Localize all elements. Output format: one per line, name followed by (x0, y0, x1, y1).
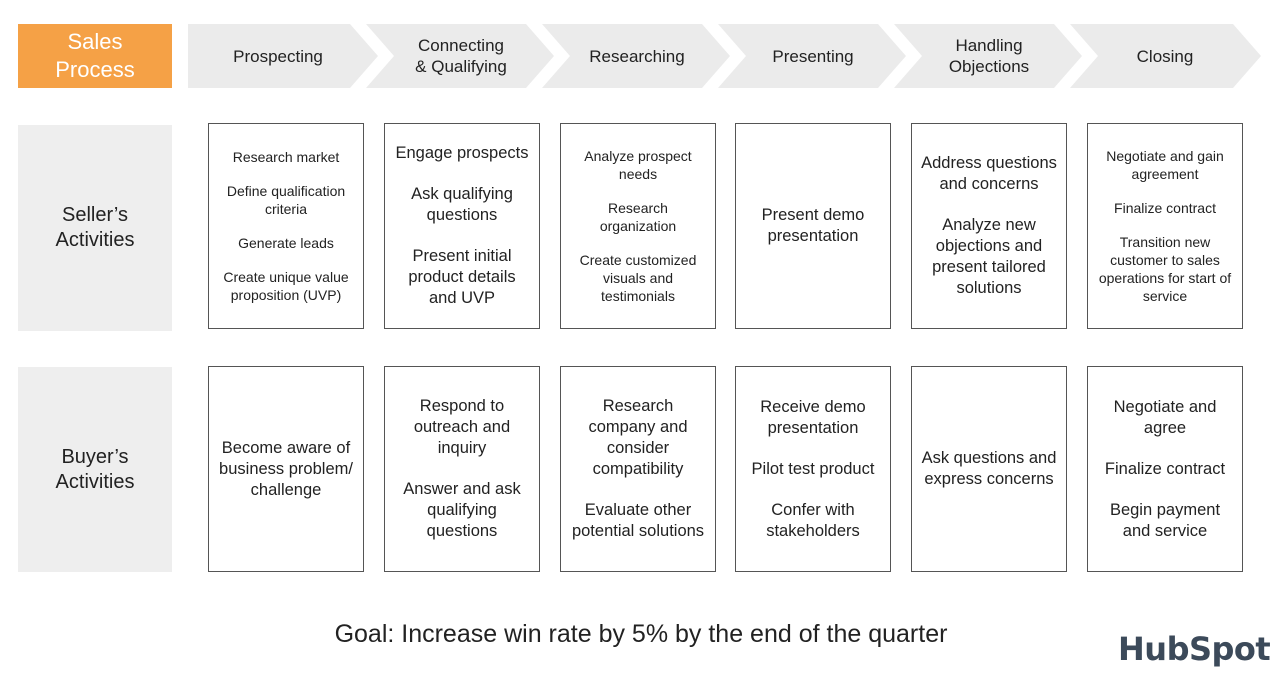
seller-item: Transition new customer to sales operati… (1098, 234, 1232, 304)
buyer-item: Receive demo presentation (760, 397, 866, 437)
seller-box-researching: Analyze prospect needs Research organiza… (560, 123, 716, 329)
buyer-item: Confer with stakeholders (766, 500, 860, 540)
stage-chevrons (188, 24, 1261, 88)
seller-item: Engage prospects (395, 144, 529, 162)
buyer-item: Finalize contract (1104, 459, 1226, 478)
stage-label-closing: Closing (1136, 46, 1194, 66)
seller-item: Negotiate and gain agreement (1106, 148, 1224, 182)
seller-box-presenting: Present demo presentation (735, 123, 891, 329)
buyer-activities-label: Buyer’s Activities (18, 367, 172, 572)
seller-box-prospecting: Research market Define qualification cri… (208, 123, 364, 329)
seller-item: Finalize contract (1114, 200, 1216, 216)
buyer-box-prospecting: Become aware of business problem/ challe… (208, 366, 364, 572)
seller-item: Create unique value proposition (UVP) (223, 269, 349, 303)
stage-chevron-researching (542, 24, 730, 88)
stage-label-prospecting: Prospecting (233, 46, 323, 66)
hubspot-logo-text: HubSpot (1118, 630, 1271, 668)
stage-chevron-presenting (718, 24, 906, 88)
stage-label-connecting: Connecting & Qualifying (415, 36, 507, 76)
stage-label-researching: Researching (589, 46, 685, 66)
seller-item: Address questions and concerns (921, 154, 1057, 193)
buyer-item: Become aware of business problem/ challe… (219, 438, 353, 499)
seller-item: Create customized visuals and testimonia… (579, 252, 697, 304)
buyer-item: Respond to outreach and inquiry (413, 397, 511, 457)
buyer-box-researching: Research company and consider compatibil… (560, 366, 716, 572)
seller-item: Define qualification criteria (226, 183, 346, 217)
goal-statement: Goal: Increase win rate by 5% by the end… (334, 620, 948, 648)
seller-item: Ask qualifying questions (411, 185, 513, 224)
buyer-item: Ask questions and express concerns (921, 449, 1057, 488)
buyer-box-connecting: Respond to outreach and inquiry Answer a… (384, 366, 540, 572)
buyer-item: Answer and ask qualifying questions (403, 480, 521, 540)
stage-label-handling: Handling Objections (948, 36, 1030, 76)
buyer-box-handling: Ask questions and express concerns (911, 366, 1067, 572)
buyer-box-closing: Negotiate and agree Finalize contract Be… (1087, 366, 1243, 572)
buyer-item: Begin payment and service (1109, 500, 1221, 540)
buyer-item: Research company and consider compatibil… (588, 397, 688, 478)
stage-chevron-handling (894, 24, 1082, 88)
seller-item: Research organization (599, 200, 677, 234)
seller-item: Present demo presentation (761, 206, 865, 245)
stage-chevron-closing (1070, 24, 1261, 88)
seller-box-connecting: Engage prospects Ask qualifying question… (384, 123, 540, 329)
sales-process-title-text: Sales Process (55, 29, 135, 82)
stage-chevron-prospecting (188, 24, 378, 88)
seller-item: Present initial product details and UVP (408, 247, 516, 307)
seller-item: Analyze prospect needs (584, 148, 692, 182)
buyer-box-presenting: Receive demo presentation Pilot test pro… (735, 366, 891, 572)
buyer-item: Pilot test product (751, 459, 875, 478)
seller-item: Research market (232, 149, 340, 165)
seller-box-handling: Address questions and concerns Analyze n… (911, 123, 1067, 329)
seller-item: Generate leads (238, 235, 334, 251)
seller-item: Analyze new objections and present tailo… (932, 216, 1046, 297)
seller-activities-label: Seller’s Activities (18, 125, 172, 331)
stage-chevron-connecting (366, 24, 554, 88)
hubspot-logo: HubSpot (1118, 630, 1271, 668)
stage-label-presenting: Presenting (772, 46, 854, 66)
buyer-item: Evaluate other potential solutions (571, 501, 705, 540)
buyer-item: Negotiate and agree (1113, 397, 1217, 437)
seller-box-closing: Negotiate and gain agreement Finalize co… (1087, 123, 1243, 329)
sales-process-title: Sales Process (18, 24, 172, 88)
